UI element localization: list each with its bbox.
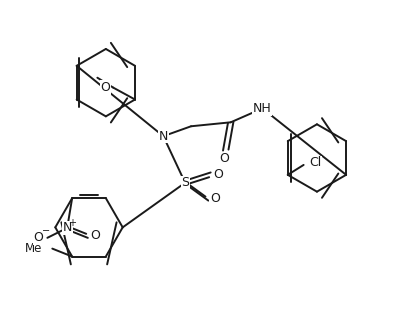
Text: +: +	[68, 218, 76, 228]
Text: N: N	[159, 130, 168, 143]
Text: O: O	[213, 168, 223, 181]
Text: Cl: Cl	[310, 156, 322, 169]
Text: NH: NH	[253, 102, 272, 115]
Text: N: N	[63, 222, 72, 234]
Text: O: O	[101, 81, 110, 94]
Text: O: O	[219, 153, 229, 165]
Text: O: O	[34, 231, 43, 244]
Text: Me: Me	[25, 242, 42, 255]
Text: O: O	[210, 192, 220, 205]
Text: O: O	[90, 229, 100, 242]
Text: −: −	[42, 226, 50, 236]
Text: S: S	[181, 176, 189, 189]
